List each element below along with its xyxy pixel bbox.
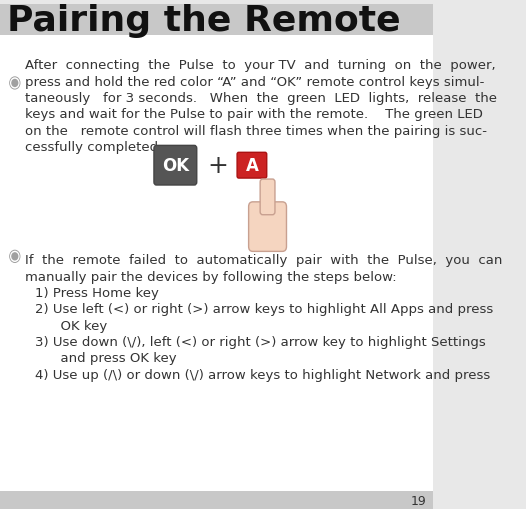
- Circle shape: [11, 252, 19, 262]
- Text: and press OK key: and press OK key: [35, 352, 176, 365]
- FancyBboxPatch shape: [237, 153, 267, 179]
- Text: keys and wait for the Pulse to pair with the remote.    The green LED: keys and wait for the Pulse to pair with…: [25, 108, 482, 121]
- Text: on the   remote control will flash three times when the pairing is suc-: on the remote control will flash three t…: [25, 124, 487, 137]
- Text: cessfully completed.: cessfully completed.: [25, 140, 162, 154]
- Text: If  the  remote  failed  to  automatically  pair  with  the  Pulse,  you  can: If the remote failed to automatically pa…: [25, 254, 502, 267]
- FancyBboxPatch shape: [249, 203, 287, 252]
- Circle shape: [10, 78, 20, 90]
- FancyBboxPatch shape: [0, 5, 433, 509]
- Text: OK key: OK key: [35, 319, 107, 332]
- Text: 1) Press Home key: 1) Press Home key: [35, 287, 158, 299]
- Text: 2) Use left (<) or right (>) arrow keys to highlight All Apps and press: 2) Use left (<) or right (>) arrow keys …: [35, 303, 493, 316]
- FancyBboxPatch shape: [0, 5, 433, 36]
- Text: taneously   for 3 seconds.   When  the  green  LED  lights,  release  the: taneously for 3 seconds. When the green …: [25, 92, 497, 105]
- Text: manually pair the devices by following the steps below:: manually pair the devices by following t…: [25, 270, 396, 283]
- Text: 3) Use down (\/), left (<) or right (>) arrow key to highlight Settings: 3) Use down (\/), left (<) or right (>) …: [35, 335, 485, 349]
- Text: A: A: [246, 157, 258, 175]
- FancyBboxPatch shape: [154, 146, 197, 186]
- FancyBboxPatch shape: [0, 491, 433, 509]
- Circle shape: [12, 253, 18, 260]
- Text: press and hold the red color “A” and “OK” remote control keys simul-: press and hold the red color “A” and “OK…: [25, 75, 484, 89]
- Circle shape: [10, 251, 20, 263]
- Circle shape: [12, 80, 18, 87]
- Text: +: +: [208, 154, 229, 178]
- Text: 4) Use up (/\) or down (\/) arrow keys to highlight Network and press: 4) Use up (/\) or down (\/) arrow keys t…: [35, 368, 490, 381]
- Text: 19: 19: [411, 494, 427, 506]
- Circle shape: [11, 79, 19, 89]
- Text: Pairing the Remote: Pairing the Remote: [7, 4, 400, 38]
- Text: After  connecting  the  Pulse  to  your TV  and  turning  on  the  power,: After connecting the Pulse to your TV an…: [25, 59, 495, 72]
- FancyBboxPatch shape: [260, 180, 275, 215]
- Text: OK: OK: [162, 157, 189, 175]
